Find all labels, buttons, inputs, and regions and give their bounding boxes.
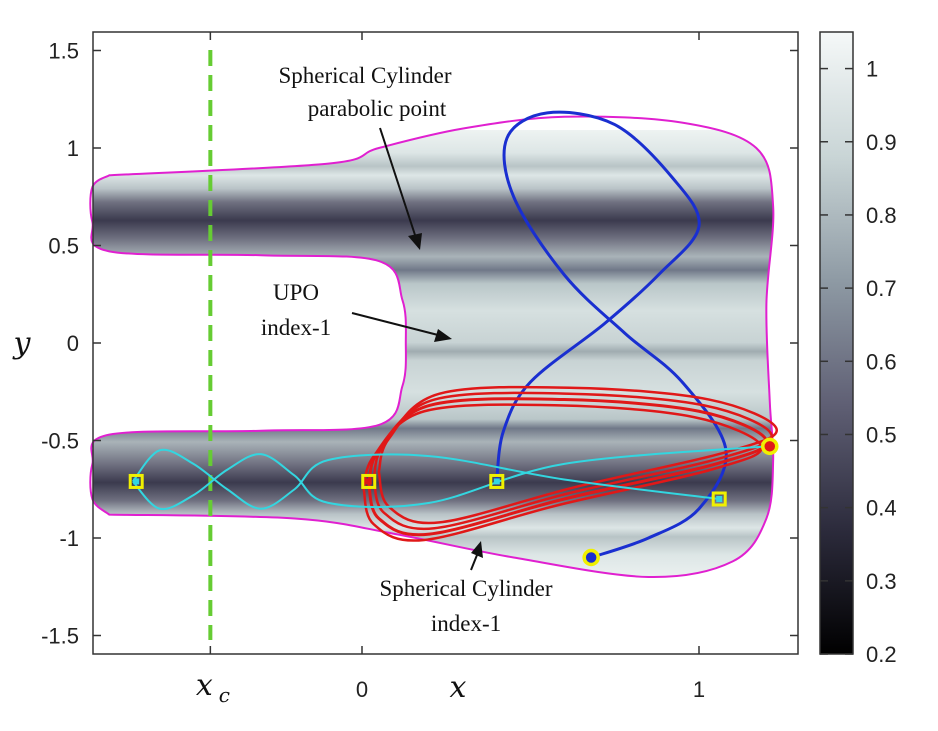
y-tick-label: 1 <box>67 136 79 161</box>
marker-square <box>361 473 377 489</box>
annotation-upo: UPO index-1 <box>261 280 452 342</box>
marker-square <box>128 473 144 489</box>
colorbar-tick-label: 0.4 <box>866 496 897 521</box>
annotation-spherical-index-line1: Spherical Cylinder <box>379 576 552 601</box>
y-tick-label: 0 <box>67 331 79 356</box>
annotation-parabolic-arrowhead <box>408 233 422 250</box>
marker-circle <box>582 548 600 567</box>
region-boundary <box>89 115 775 579</box>
annotation-upo-arrow <box>351 312 439 336</box>
marker-circle <box>761 437 779 456</box>
marker-square-center <box>133 478 140 485</box>
y-tick-label: -0.5 <box>41 429 79 454</box>
annotation-spherical-index-arrow <box>470 554 478 571</box>
marker-square <box>711 491 727 507</box>
annotation-parabolic-line1: Spherical Cylinder <box>278 63 451 88</box>
colorbar-ticks: 0.2 0.3 0.4 0.5 0.6 0.7 0.8 0.9 1 <box>820 57 897 667</box>
colorbar-tick-label: 0.9 <box>866 130 897 155</box>
colorbar-tick-label: 0.7 <box>866 276 897 301</box>
series-blue-orbit <box>495 110 728 559</box>
y-tick-label: -1 <box>59 526 79 551</box>
x-axis-label: x <box>450 670 467 705</box>
annotation-upo-line2: index-1 <box>261 315 331 340</box>
annotation-parabolic-line2: parabolic point <box>308 96 447 121</box>
x-tick-label: 1 <box>693 677 705 702</box>
marker-square-center <box>493 478 500 485</box>
annotation-spherical-index-line2: index-1 <box>431 611 501 636</box>
marker-layer <box>128 437 779 567</box>
colorbar-tick-label: 0.3 <box>866 569 897 594</box>
series-cyan-trajectory-2 <box>132 445 767 511</box>
colorbar-tick-label: 0.5 <box>866 422 897 447</box>
marker-square-center <box>716 496 723 502</box>
y-tick-label: 1.5 <box>48 39 79 64</box>
marker-square-center <box>365 478 372 485</box>
tick-layer: 1.510.50-0.5-1-1.5x c 0 1 <box>41 32 798 707</box>
series-red-orbit-loop-0 <box>372 391 773 531</box>
marker-square <box>489 473 505 489</box>
annotation-spherical-index-arrowhead <box>471 541 483 558</box>
series-cyan-trajectories <box>132 448 720 510</box>
y-tick-label: -1.5 <box>41 624 79 649</box>
colorbar-tick-label: 0.2 <box>866 642 897 667</box>
annotation-parabolic-arrow <box>379 127 417 239</box>
y-axis-label: y <box>12 326 32 361</box>
annotation-parabolic: Spherical Cylinder parabolic point <box>278 63 452 250</box>
x-tick-label: 0 <box>356 677 368 702</box>
annotation-upo-line1: UPO <box>273 280 319 305</box>
series-red-orbit-loop-2 <box>377 385 778 525</box>
colorbar-tick-label: 0.8 <box>866 203 897 228</box>
annotation-spherical-index: Spherical Cylinder index-1 <box>379 541 553 636</box>
annotation-upo-arrowhead <box>434 329 452 342</box>
colorbar-tick-label: 1 <box>866 57 878 82</box>
y-tick-label: 0.5 <box>48 234 79 259</box>
x-tick-label-xc-sub: c <box>219 683 230 707</box>
colorbar-tick-label: 0.6 <box>866 349 897 374</box>
x-tick-label-xc: x <box>196 668 213 703</box>
colorbar <box>819 31 854 655</box>
